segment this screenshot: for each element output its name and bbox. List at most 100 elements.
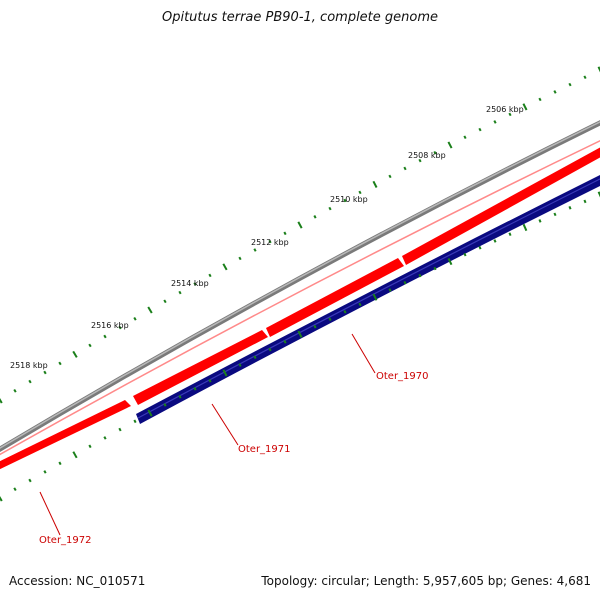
minor-tick <box>418 273 422 278</box>
minor-tick <box>283 340 287 344</box>
minor-tick <box>253 355 257 360</box>
scale-label: 2510 kbp <box>330 195 368 204</box>
map-title: Opitutus terrae PB90-1, complete genome <box>161 10 439 25</box>
minor-tick <box>103 334 107 339</box>
minor-tick <box>268 239 272 244</box>
minor-tick <box>58 361 62 366</box>
major-tick <box>372 180 378 188</box>
major-tick <box>597 66 600 73</box>
gene-label-oter-1971[interactable]: Oter_1971 <box>238 444 291 455</box>
minor-tick <box>193 387 197 391</box>
minor-tick <box>28 379 32 384</box>
major-tick <box>297 221 303 229</box>
minor-tick <box>163 403 167 407</box>
scale-label: 2512 kbp <box>251 238 289 247</box>
forward-genes <box>0 142 600 474</box>
minor-tick <box>313 324 317 329</box>
minor-tick <box>508 112 512 117</box>
minor-tick <box>313 215 317 219</box>
minor-tick <box>88 444 92 449</box>
minor-tick <box>328 317 332 322</box>
gene-oter-1971-feature[interactable] <box>133 330 268 405</box>
gene-forward-feature[interactable] <box>402 142 600 265</box>
major-tick <box>0 496 3 502</box>
minor-tick <box>388 174 392 179</box>
scale-label: 2516 kbp <box>91 321 129 330</box>
minor-tick <box>553 212 557 217</box>
minor-tick <box>208 273 212 278</box>
genome-backbone <box>0 120 600 452</box>
gene-label-oter-1972[interactable]: Oter_1972 <box>39 535 92 546</box>
major-tick <box>447 141 453 149</box>
minor-tick <box>238 363 242 367</box>
gene-oter-1970-feature[interactable] <box>266 258 404 337</box>
minor-tick <box>178 290 182 295</box>
minor-tick <box>583 75 587 80</box>
minor-tick <box>88 343 92 348</box>
major-tick <box>297 330 303 338</box>
minor-tick <box>178 395 182 399</box>
minor-tick <box>238 256 242 261</box>
minor-tick <box>403 166 407 171</box>
major-tick <box>222 369 228 377</box>
major-tick <box>72 451 78 459</box>
scale-label: 2508 kbp <box>408 151 446 160</box>
minor-tick <box>583 199 587 204</box>
gene-oter-1972-feature[interactable] <box>0 400 131 474</box>
minor-tick <box>358 190 362 195</box>
minor-tick <box>433 266 437 271</box>
minor-tick <box>133 419 137 424</box>
minor-tick <box>193 282 197 286</box>
minor-tick <box>403 280 407 285</box>
minor-tick <box>43 370 47 375</box>
minor-tick <box>538 219 542 223</box>
minor-tick <box>478 127 482 132</box>
minor-tick <box>58 461 62 466</box>
gene-leader-lines <box>39 333 376 536</box>
inner-scale-ticks <box>0 191 600 502</box>
minor-tick <box>358 302 362 307</box>
minor-tick <box>133 316 137 321</box>
minor-tick <box>208 379 212 383</box>
major-tick <box>147 306 153 314</box>
minor-tick <box>493 120 497 124</box>
minor-tick <box>43 470 47 474</box>
minor-tick <box>28 478 32 483</box>
minor-tick <box>103 436 107 440</box>
minor-tick <box>328 206 332 211</box>
scale-label: 2514 kbp <box>171 279 209 288</box>
minor-tick <box>268 347 272 352</box>
major-tick <box>522 223 528 232</box>
minor-tick <box>568 82 572 87</box>
major-tick <box>447 257 453 266</box>
major-tick <box>72 350 78 358</box>
scale-labels: 2506 kbp 2508 kbp 2510 kbp 2512 kbp 2514… <box>10 105 524 370</box>
minor-tick <box>568 206 572 210</box>
minor-tick <box>493 239 497 243</box>
minor-tick <box>463 252 467 257</box>
scale-label: 2518 kbp <box>10 361 48 370</box>
minor-tick <box>343 198 347 203</box>
major-tick <box>147 409 153 417</box>
minor-tick <box>418 158 422 163</box>
minor-tick <box>433 150 437 155</box>
accession-label: Accession: NC_010571 <box>9 574 146 588</box>
major-tick <box>0 398 3 404</box>
major-tick <box>597 191 600 198</box>
minor-tick <box>553 90 557 94</box>
gene-label-oter-1970[interactable]: Oter_1970 <box>376 371 429 382</box>
minor-tick <box>508 232 512 236</box>
major-tick <box>522 103 528 111</box>
minor-tick <box>13 388 17 393</box>
major-tick <box>222 263 228 271</box>
genome-summary: Topology: circular; Length: 5,957,605 bp… <box>261 574 591 588</box>
minor-tick <box>163 299 167 304</box>
minor-tick <box>343 310 347 314</box>
minor-tick <box>118 325 122 330</box>
minor-tick <box>283 231 287 236</box>
minor-tick <box>253 248 257 252</box>
scale-label: 2506 kbp <box>486 105 524 114</box>
major-tick <box>372 293 378 301</box>
minor-tick <box>13 487 17 492</box>
